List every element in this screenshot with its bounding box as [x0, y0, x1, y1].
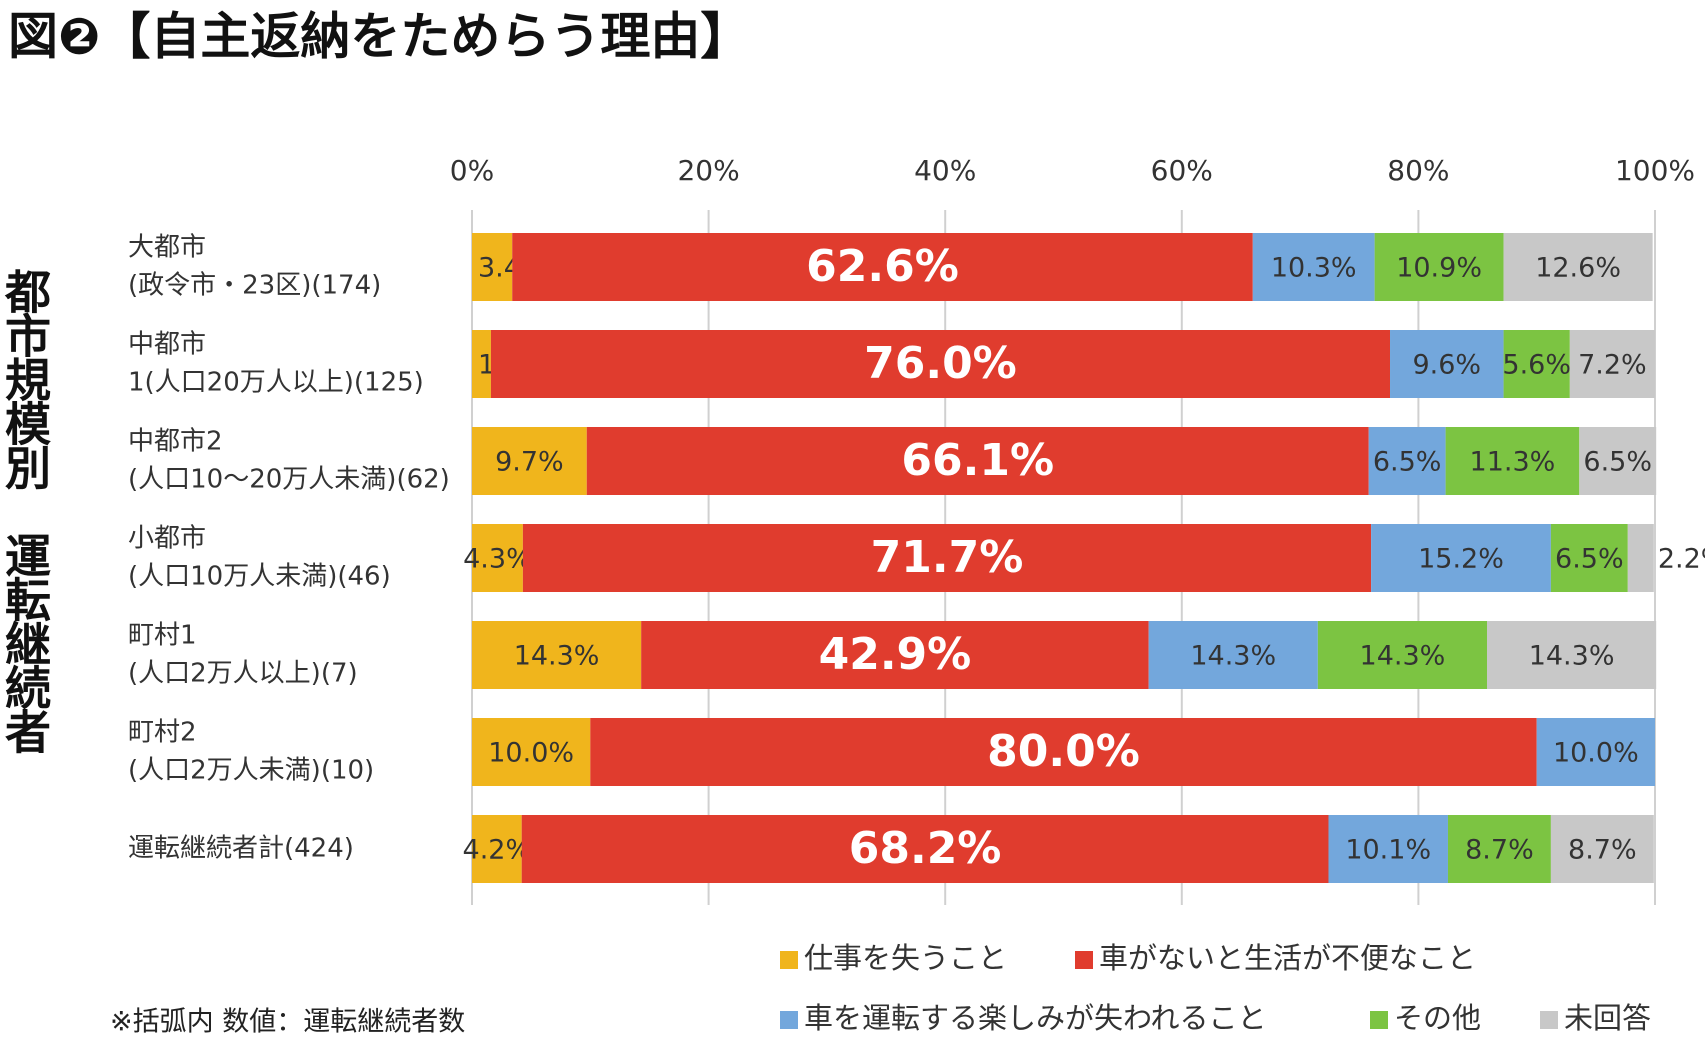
- value-label: 8.7%: [1465, 835, 1534, 866]
- legend-label: 仕事を失うこと: [804, 941, 1007, 975]
- bar-segment: [472, 330, 491, 398]
- bar-segment: [472, 718, 591, 786]
- legend-swatch: [780, 951, 798, 969]
- bar-segment: [472, 621, 642, 689]
- bar-segment: [1550, 815, 1654, 883]
- bar-segment: [1252, 233, 1375, 301]
- value-label: 14.3%: [1360, 641, 1446, 672]
- value-label: 4.2%: [463, 835, 532, 866]
- bar-segment: [1487, 621, 1657, 689]
- value-label: 9.6%: [1412, 350, 1481, 381]
- bar-segment: [490, 330, 1391, 398]
- legend-swatch: [780, 1011, 798, 1029]
- x-tick-label: 40%: [914, 154, 976, 187]
- y-tick-label: (人口2万人未満)(10): [128, 756, 374, 786]
- bar-segment: [1447, 815, 1551, 883]
- bar-segment: [1317, 621, 1488, 689]
- y-tick-label: (政令市・23区)(174): [128, 271, 381, 301]
- bar-segment: [590, 718, 1537, 786]
- bar-segment: [1503, 330, 1570, 398]
- value-label: 10.1%: [1345, 835, 1431, 866]
- legend-label: 車がないと生活が不便なこと: [1099, 941, 1476, 975]
- footnote: ※括弧内 数値：運転継続者数: [110, 1007, 465, 1038]
- value-label: 76.0%: [864, 338, 1017, 389]
- y-axis-label: 都市規模別 運転継続者: [0, 268, 52, 752]
- value-label: 5.6%: [1502, 350, 1571, 381]
- bar-segment: [472, 427, 587, 495]
- bar-segment: [1148, 621, 1318, 689]
- bar-segment: [1536, 718, 1655, 786]
- value-label: 9.7%: [495, 447, 564, 478]
- bar-segment: [472, 233, 513, 301]
- bar-segment: [1371, 524, 1551, 592]
- y-tick-label: 運転継続者計(424): [128, 834, 354, 864]
- y-tick-label: 1(人口20万人以上)(125): [128, 368, 424, 398]
- value-label: 68.2%: [849, 823, 1002, 874]
- x-tick-label: 100%: [1615, 154, 1695, 187]
- legend-swatch: [1540, 1011, 1558, 1029]
- bar-segment: [521, 815, 1329, 883]
- value-label: 14.3%: [514, 641, 600, 672]
- value-label: 71.7%: [871, 532, 1024, 583]
- bar-segment: [512, 233, 1253, 301]
- bar-segment: [1569, 330, 1655, 398]
- bar-segment: [1390, 330, 1504, 398]
- value-label: 10.0%: [488, 738, 574, 769]
- y-tick-label: (人口10～20万人未満)(62): [128, 465, 450, 495]
- value-label: 15.2%: [1418, 544, 1504, 575]
- y-tick-label: 中都市2: [128, 427, 223, 457]
- legend-swatch: [1370, 1011, 1388, 1029]
- x-tick-label: 60%: [1151, 154, 1213, 187]
- value-label: 7.2%: [1578, 350, 1647, 381]
- bar-segment: [1550, 524, 1628, 592]
- value-label: 14.3%: [1529, 641, 1615, 672]
- y-tick-label: (人口10万人未満)(46): [128, 562, 391, 592]
- value-label: 6.5%: [1373, 447, 1442, 478]
- bar-segment: [1579, 427, 1657, 495]
- y-tick-label: 大都市: [128, 233, 206, 263]
- y-tick-label: 町村2: [128, 718, 197, 748]
- x-tick-label: 20%: [677, 154, 739, 187]
- x-tick-label: 0%: [450, 154, 494, 187]
- bar-segment: [472, 815, 522, 883]
- value-label: 2.2%: [1658, 544, 1705, 575]
- value-label: 42.9%: [819, 629, 972, 680]
- bar-segment: [1328, 815, 1448, 883]
- value-label: 6.5%: [1555, 544, 1624, 575]
- legend-label: 車を運転する楽しみが失われること: [804, 1001, 1267, 1035]
- value-label: 4.3%: [463, 544, 532, 575]
- x-tick-label: 80%: [1387, 154, 1449, 187]
- bar-segment: [522, 524, 1372, 592]
- y-tick-label: (人口2万人以上)(7): [128, 659, 358, 689]
- value-label: 62.6%: [806, 241, 959, 292]
- bar-segment: [472, 524, 523, 592]
- bar-segment: [1374, 233, 1504, 301]
- chart-title: 図❷【自主返納をためらう理由】: [8, 8, 750, 66]
- value-label: 10.3%: [1271, 253, 1357, 284]
- bar-segment: [1627, 524, 1654, 592]
- value-label: 12.6%: [1535, 253, 1621, 284]
- y-tick-label: 小都市: [128, 524, 206, 554]
- bar-segment: [1368, 427, 1446, 495]
- value-label: 80.0%: [987, 726, 1140, 777]
- value-label: 14.3%: [1190, 641, 1276, 672]
- value-label: 10.9%: [1396, 253, 1482, 284]
- y-tick-label: 町村1: [128, 621, 197, 651]
- value-label: 8.7%: [1568, 835, 1637, 866]
- bar-segment: [586, 427, 1369, 495]
- y-tick-label: 中都市: [128, 330, 206, 360]
- legend-label: その他: [1394, 1001, 1481, 1035]
- value-label: 11.3%: [1470, 447, 1556, 478]
- value-label: 10.0%: [1553, 738, 1639, 769]
- value-label: 6.5%: [1583, 447, 1652, 478]
- bar-segment: [641, 621, 1149, 689]
- bar-segment: [1445, 427, 1580, 495]
- bar-segment: [1503, 233, 1653, 301]
- legend-swatch: [1075, 951, 1093, 969]
- value-label: 66.1%: [901, 435, 1054, 486]
- legend-label: 未回答: [1564, 1001, 1651, 1035]
